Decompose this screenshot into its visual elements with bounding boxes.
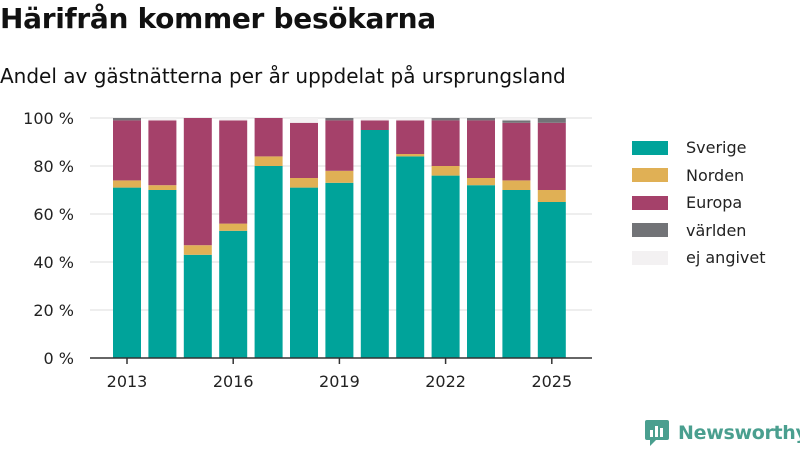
bar-segment bbox=[113, 187, 141, 358]
chart-subtitle: Andel av gästnätterna per år uppdelat på… bbox=[0, 64, 566, 88]
bar-segment bbox=[431, 166, 460, 176]
legend-label: Norden bbox=[686, 165, 745, 185]
y-tick-label: 100 % bbox=[23, 109, 74, 128]
x-tick-label: 2019 bbox=[319, 372, 360, 391]
bar-segment bbox=[113, 118, 141, 121]
bar-segment bbox=[537, 190, 566, 202]
bar-segment bbox=[183, 245, 212, 255]
x-tick-label: 2022 bbox=[425, 372, 466, 391]
bar-segment bbox=[431, 120, 460, 166]
bar-segment bbox=[431, 175, 460, 358]
bar-segment bbox=[148, 185, 177, 190]
bar-segment bbox=[325, 182, 354, 358]
x-tick-label: 2025 bbox=[531, 372, 572, 391]
bar-segment bbox=[396, 156, 425, 358]
bar-segment bbox=[537, 122, 566, 190]
y-tick-label: 0 % bbox=[44, 349, 74, 368]
bar-segment bbox=[467, 178, 495, 186]
y-tick-label: 40 % bbox=[33, 253, 74, 272]
y-tick-label: 80 % bbox=[33, 157, 74, 176]
legend-label: ej angivet bbox=[686, 248, 766, 268]
newsworthy-logo-icon bbox=[645, 420, 669, 446]
bar-segment bbox=[502, 120, 531, 123]
bar-segment bbox=[396, 118, 425, 121]
legend-swatch-ej-angivet bbox=[632, 250, 668, 265]
bar-segment bbox=[502, 118, 531, 121]
legend: Sverige Norden Europa världen ej angivet bbox=[632, 134, 766, 272]
y-tick-label: 20 % bbox=[33, 301, 74, 320]
brand-name: Newsworthy bbox=[678, 422, 800, 444]
bar-segment bbox=[360, 118, 389, 121]
legend-item-sverige[interactable]: Sverige bbox=[632, 134, 766, 162]
bar-segment bbox=[360, 120, 389, 130]
legend-item-varlden[interactable]: världen bbox=[632, 217, 766, 245]
bar-segment bbox=[502, 180, 531, 190]
bar-segment bbox=[148, 190, 177, 358]
bar-segment bbox=[290, 178, 318, 188]
bar-segment bbox=[360, 130, 389, 358]
bar-segment bbox=[290, 122, 318, 178]
bar-segment bbox=[183, 118, 212, 246]
legend-swatch-europa bbox=[632, 195, 668, 210]
bar-segment bbox=[254, 166, 283, 358]
x-tick-label: 2016 bbox=[213, 372, 254, 391]
x-tick-label: 2013 bbox=[107, 372, 148, 391]
bar-segment bbox=[219, 223, 248, 231]
bar-segment bbox=[254, 118, 283, 157]
bar-segment bbox=[254, 156, 283, 166]
bar-segment bbox=[290, 118, 318, 123]
bar-segment bbox=[537, 202, 566, 358]
axes: 0 % 20 % 40 % 60 % 80 % 100 % 2013 2016 2019 2022… bbox=[23, 109, 592, 391]
legend-item-ej-angivet[interactable]: ej angivet bbox=[632, 244, 766, 272]
bar-segment bbox=[183, 254, 212, 358]
brand-logo[interactable]: Newsworthy bbox=[644, 419, 800, 447]
bar-segment bbox=[290, 187, 318, 358]
bar-segment bbox=[113, 180, 141, 188]
bar-segment bbox=[396, 154, 425, 157]
chart-title: Härifrån kommer besökarna bbox=[0, 2, 436, 35]
bar-segment bbox=[502, 122, 531, 181]
bar-segment bbox=[467, 185, 495, 358]
legend-item-europa[interactable]: Europa bbox=[632, 189, 766, 217]
y-tick-label: 60 % bbox=[33, 205, 74, 224]
bar-segment bbox=[219, 230, 248, 358]
bar-segment bbox=[113, 120, 141, 181]
bar-segment bbox=[537, 118, 566, 123]
legend-label: Europa bbox=[686, 193, 743, 213]
bar-segment bbox=[219, 118, 248, 121]
bar-segment bbox=[467, 120, 495, 178]
bar-segment bbox=[148, 120, 177, 186]
bar-segment bbox=[219, 120, 248, 224]
legend-swatch-varlden bbox=[632, 223, 668, 238]
legend-label: världen bbox=[686, 220, 747, 240]
bar-segment bbox=[467, 118, 495, 121]
bar-segment bbox=[325, 118, 354, 121]
bar-segment bbox=[325, 120, 354, 171]
bar-segment bbox=[148, 118, 177, 121]
legend-swatch-sverige bbox=[632, 140, 668, 155]
bars bbox=[113, 118, 566, 358]
bar-segment bbox=[396, 120, 425, 154]
bar-segment bbox=[431, 118, 460, 121]
bar-segment bbox=[502, 190, 531, 358]
legend-label: Sverige bbox=[686, 138, 747, 158]
bar-segment bbox=[325, 170, 354, 183]
legend-swatch-norden bbox=[632, 168, 668, 183]
legend-item-norden[interactable]: Norden bbox=[632, 162, 766, 190]
